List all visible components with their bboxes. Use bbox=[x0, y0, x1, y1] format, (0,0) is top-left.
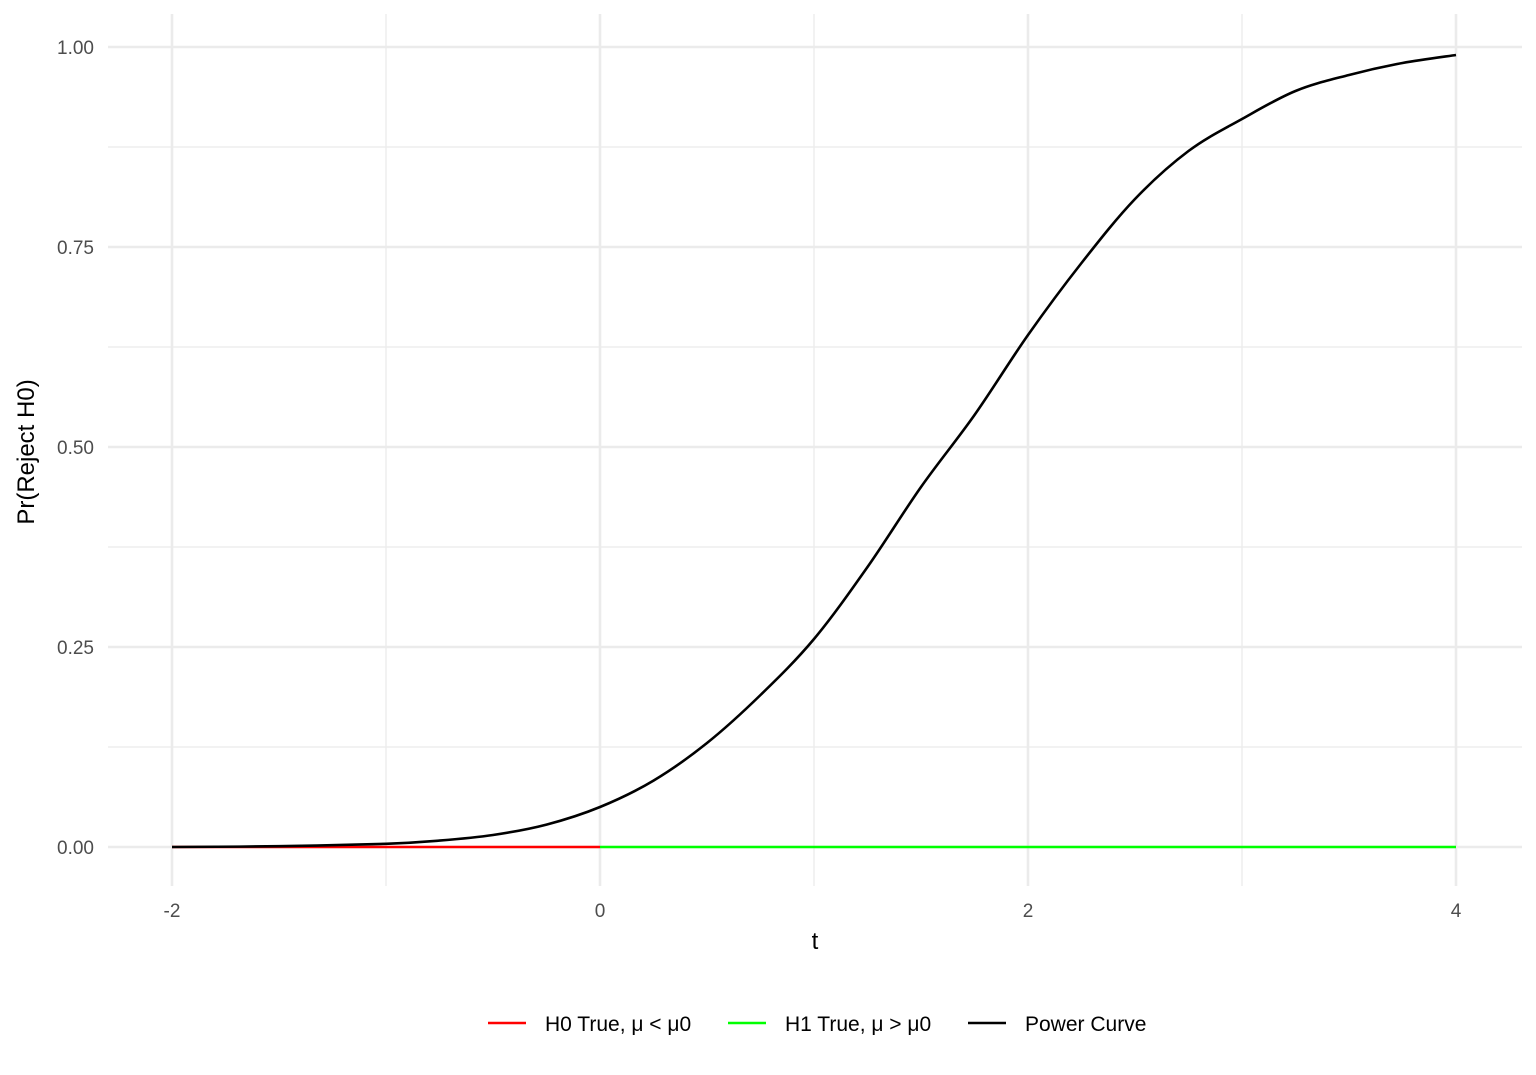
y-tick-label: 0.00 bbox=[57, 838, 94, 859]
y-tick-label: 0.75 bbox=[57, 238, 94, 259]
legend-item: H1 True, μ > μ0 bbox=[728, 1013, 931, 1036]
legend-item: Power Curve bbox=[968, 1013, 1146, 1036]
x-tick-label: -2 bbox=[164, 901, 181, 922]
y-axis-title: Pr(Reject H0) bbox=[13, 379, 40, 524]
x-tick-label: 0 bbox=[595, 901, 606, 922]
legend-label: Power Curve bbox=[1025, 1013, 1146, 1036]
legend: H0 True, μ < μ0 H1 True, μ > μ0 Power Curv… bbox=[488, 1013, 1146, 1036]
y-tick-label: 1.00 bbox=[57, 38, 94, 59]
legend-item: H0 True, μ < μ0 bbox=[488, 1013, 691, 1036]
y-tick-label: 0.50 bbox=[57, 438, 94, 459]
x-axis-ticks: -2 0 2 4 bbox=[164, 901, 1462, 922]
minor-gridlines bbox=[108, 14, 1522, 886]
legend-label: H1 True, μ > μ0 bbox=[785, 1013, 931, 1036]
series-lines bbox=[171, 53, 1457, 849]
x-tick-label: 4 bbox=[1451, 901, 1462, 922]
x-axis-title: t bbox=[812, 928, 819, 955]
x-tick-label: 2 bbox=[1023, 901, 1034, 922]
legend-label: H0 True, μ < μ0 bbox=[545, 1013, 691, 1036]
y-tick-label: 0.25 bbox=[57, 638, 94, 659]
y-axis-ticks: 0.00 0.25 0.50 0.75 1.00 bbox=[57, 38, 94, 859]
power-curve-line bbox=[171, 53, 1457, 849]
